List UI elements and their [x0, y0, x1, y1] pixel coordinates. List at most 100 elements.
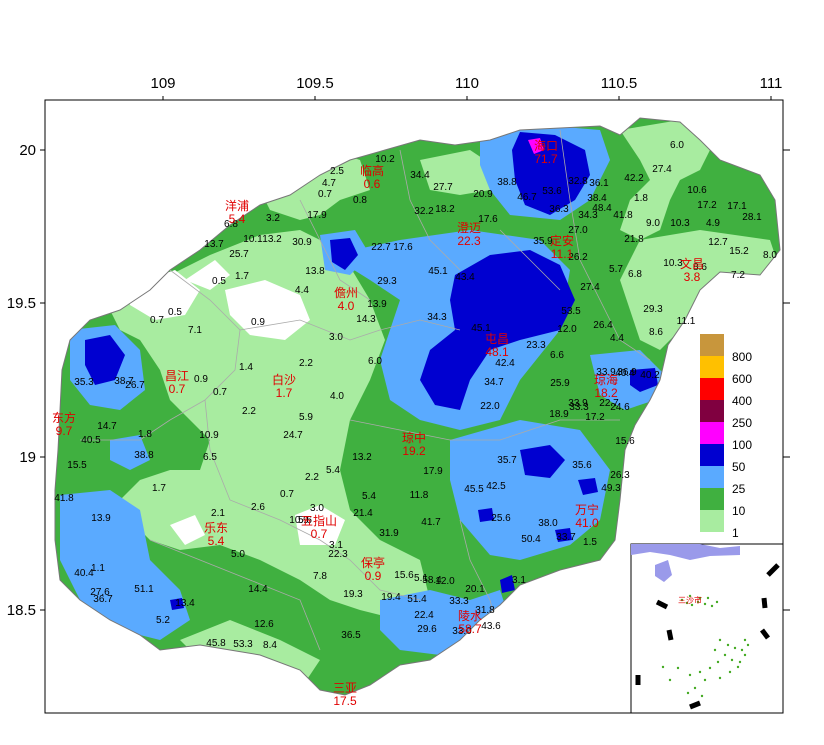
station-value: 17.2 — [585, 412, 605, 423]
station-value: 8.6 — [649, 327, 663, 338]
station-value: 31.9 — [379, 528, 399, 539]
legend-swatch — [700, 444, 724, 466]
station-value: 15.5 — [67, 460, 87, 471]
city-rainfall-value: 0.6 — [364, 177, 381, 191]
legend: 800 600 400 250 100 50 25 10 1 — [700, 334, 752, 540]
inset-island — [706, 596, 710, 600]
inset-island — [685, 601, 689, 605]
city-rainfall-value: 18.2 — [594, 386, 618, 400]
station-value: 17.9 — [307, 210, 327, 221]
station-value: 10.1 — [243, 234, 263, 245]
station-value: 13.4 — [175, 598, 195, 609]
inset-island — [698, 596, 702, 600]
inset-island — [743, 638, 747, 642]
station-value: 29.6 — [417, 624, 437, 635]
station-value: 6.8 — [628, 269, 642, 280]
inset-island — [690, 603, 694, 607]
city-rainfall-value: 71.7 — [534, 152, 558, 166]
inset-island — [723, 653, 727, 657]
station-value: 22.0 — [480, 401, 500, 412]
city-name: 五指山 — [301, 513, 337, 528]
station-value: 21.8 — [624, 234, 644, 245]
station-value: 4.0 — [330, 391, 344, 402]
city-rainfall-value: 5.4 — [229, 212, 246, 226]
city-name: 儋州 — [334, 286, 358, 300]
station-value: 42.5 — [486, 481, 506, 492]
station-value: 12.0 — [557, 324, 577, 335]
legend-swatch — [700, 510, 724, 532]
station-value: 19.4 — [381, 592, 401, 603]
station-value: 13.9 — [367, 299, 387, 310]
station-value: 10.6 — [687, 185, 707, 196]
station-value: 19.3 — [343, 589, 363, 600]
station-value: 8.6 — [693, 262, 707, 273]
station-value: 17.1 — [727, 201, 747, 212]
station-value: 4.9 — [706, 218, 720, 229]
city-name: 东方 — [52, 410, 76, 425]
station-value: 20.1 — [465, 584, 485, 595]
station-value: 10.2 — [375, 154, 395, 165]
city-rainfall-value: 4.0 — [338, 299, 355, 313]
city-name: 陵水 — [458, 609, 482, 623]
station-value: 1.7 — [235, 271, 249, 282]
station-value: 45.5 — [464, 484, 484, 495]
station-value: 33.9 — [596, 367, 616, 378]
station-value: 29.3 — [377, 276, 397, 287]
station-value: 11.1 — [677, 316, 696, 327]
station-value: 13.7 — [204, 239, 224, 250]
legend-swatch — [700, 422, 724, 444]
city-name: 屯昌 — [485, 332, 509, 346]
station-value: 7.1 — [188, 325, 202, 336]
station-value: 5.9 — [299, 412, 313, 423]
inset-island — [710, 604, 714, 608]
station-value: 38.8 — [134, 450, 154, 461]
legend-swatch — [700, 334, 724, 356]
station-value: 38.4 — [587, 193, 607, 204]
station-value: 3.2 — [266, 213, 280, 224]
station-value: 3.0 — [329, 332, 343, 343]
inset-island — [716, 660, 720, 664]
city-name: 海口 — [534, 138, 558, 153]
station-value: 27.4 — [580, 282, 600, 293]
inset-island — [743, 653, 747, 657]
station-value: 3.1 — [512, 575, 526, 586]
inset-island — [661, 665, 665, 669]
station-value: 26.7 — [125, 380, 145, 391]
x-tick-label: 110 — [455, 75, 479, 92]
station-value: 49.3 — [601, 483, 621, 494]
inset-island — [668, 678, 672, 682]
city-rainfall-value: 41.0 — [575, 516, 599, 530]
station-value: 2.2 — [299, 358, 313, 369]
station-value: 5.4 — [326, 465, 340, 476]
station-value: 43.6 — [481, 621, 501, 632]
station-value: 17.9 — [423, 466, 443, 477]
station-value: 25.9 — [550, 378, 570, 389]
inset-island — [718, 676, 722, 680]
city-name: 白沙 — [272, 372, 296, 387]
city-name: 万宁 — [575, 502, 599, 517]
station-value: 4.4 — [295, 285, 309, 296]
station-value: 10.9 — [199, 430, 219, 441]
station-value: 35.7 — [497, 455, 517, 466]
station-value: 26.2 — [568, 252, 588, 263]
inset-island — [693, 686, 697, 690]
station-value: 34.3 — [578, 210, 598, 221]
station-value: 53.3 — [233, 639, 253, 650]
station-value: 17.6 — [393, 242, 413, 253]
legend-label: 800 — [732, 350, 752, 364]
legend-swatch — [700, 400, 724, 422]
station-value: 21.4 — [353, 508, 373, 519]
station-value: 0.9 — [194, 374, 208, 385]
station-value: 33.3 — [449, 596, 469, 607]
station-value: 2.2 — [305, 472, 319, 483]
city-name: 临高 — [360, 163, 384, 178]
station-value: 13.2 — [262, 234, 282, 245]
city-rainfall-value: 58.7 — [458, 622, 482, 636]
station-value: 36.7 — [93, 594, 113, 605]
station-value: 0.7 — [280, 489, 294, 500]
station-value: 1.8 — [138, 429, 152, 440]
legend-label: 1 — [732, 526, 739, 540]
station-value: 33.0 — [452, 626, 472, 637]
